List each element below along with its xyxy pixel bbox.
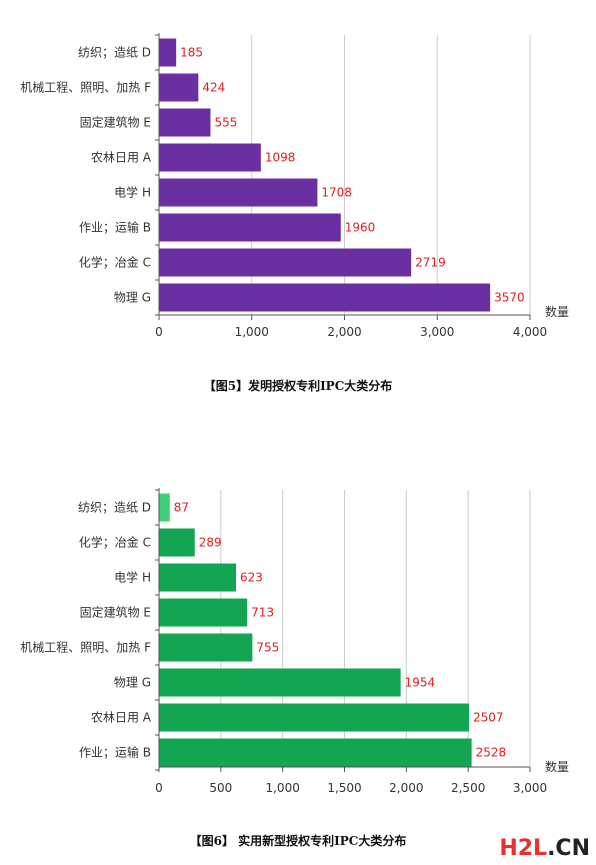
value-label: 1708 [321, 186, 352, 200]
value-label: 1954 [405, 676, 436, 690]
bar [159, 563, 237, 592]
value-label: 713 [251, 606, 274, 620]
value-label: 2528 [476, 746, 507, 760]
x-tick-label: 1,000 [265, 781, 299, 795]
x-tick-label: 3,000 [513, 781, 547, 795]
category-label: 物理 G [114, 291, 151, 305]
category-label: 农林日用 A [91, 711, 152, 725]
category-label: 电学 H [114, 570, 151, 585]
x-axis-title: 数量 [545, 304, 569, 319]
value-label: 424 [202, 81, 225, 95]
bar [159, 703, 470, 732]
category-label: 化学；冶金 C [79, 535, 151, 550]
category-label: 纺织；造纸 D [78, 501, 151, 515]
category-label: 物理 G [114, 676, 151, 690]
x-tick-label: 2,500 [451, 781, 485, 795]
category-label: 电学 H [114, 185, 151, 200]
category-label: 农林日用 A [91, 151, 152, 165]
value-label: 1960 [345, 221, 376, 235]
value-label: 3570 [494, 291, 525, 305]
x-tick-label: 1,500 [327, 781, 361, 795]
bar [159, 493, 170, 522]
bar [159, 633, 253, 662]
category-label: 纺织；造纸 D [78, 46, 151, 60]
chart-utility-model-patents: 纺织；造纸 D 87 化学；冶金 C 289 电学 H 623 固定建筑物 E 713 机械工程… [20, 488, 569, 795]
bar [159, 668, 401, 697]
bar [159, 528, 195, 557]
x-tick-label: 1,000 [235, 325, 269, 339]
category-label: 化学；冶金 C [79, 255, 151, 270]
chart2-caption: 【图6】 实用新型授权专利IPC大类分布 [189, 834, 407, 848]
value-label: 87 [174, 501, 189, 515]
value-label: 289 [199, 536, 222, 550]
category-label: 机械工程、照明、加热 F [20, 640, 151, 655]
x-tick-label: 500 [209, 781, 232, 795]
bar [159, 598, 248, 627]
x-tick-label: 0 [155, 325, 163, 339]
chart-invention-patents: 纺织；造纸 D 185 机械工程、照明、加热 F 424 固定建筑物 E 555 农林日用 … [20, 33, 569, 339]
bar [159, 108, 211, 137]
x-tick-label: 2,000 [327, 325, 361, 339]
value-label: 755 [256, 641, 279, 655]
bar [159, 178, 318, 207]
chart1-caption: 【图5】发明授权专利IPC大类分布 [203, 379, 393, 393]
x-axis-title: 数量 [545, 759, 569, 774]
value-label: 2719 [415, 256, 446, 270]
value-label: 185 [180, 46, 203, 60]
category-label: 固定建筑物 E [80, 605, 151, 620]
category-label: 固定建筑物 E [80, 115, 151, 130]
value-label: 1098 [265, 151, 296, 165]
bar [159, 248, 412, 277]
value-label: 555 [214, 116, 237, 130]
x-tick-label: 3,000 [420, 325, 454, 339]
bar [159, 38, 177, 67]
value-label: 623 [240, 571, 263, 585]
bar [159, 213, 341, 242]
bar [159, 738, 472, 767]
category-label: 作业；运输 B [79, 745, 151, 760]
bar [159, 73, 199, 102]
category-label: 作业；运输 B [79, 220, 151, 235]
site-watermark-logo: H2L.CN [499, 836, 590, 861]
x-tick-label: 4,000 [513, 325, 547, 339]
x-tick-label: 2,000 [389, 781, 423, 795]
value-label: 2507 [473, 711, 504, 725]
category-label: 机械工程、照明、加热 F [20, 80, 151, 95]
bar [159, 143, 261, 172]
x-tick-label: 0 [155, 781, 163, 795]
bar [159, 283, 491, 312]
